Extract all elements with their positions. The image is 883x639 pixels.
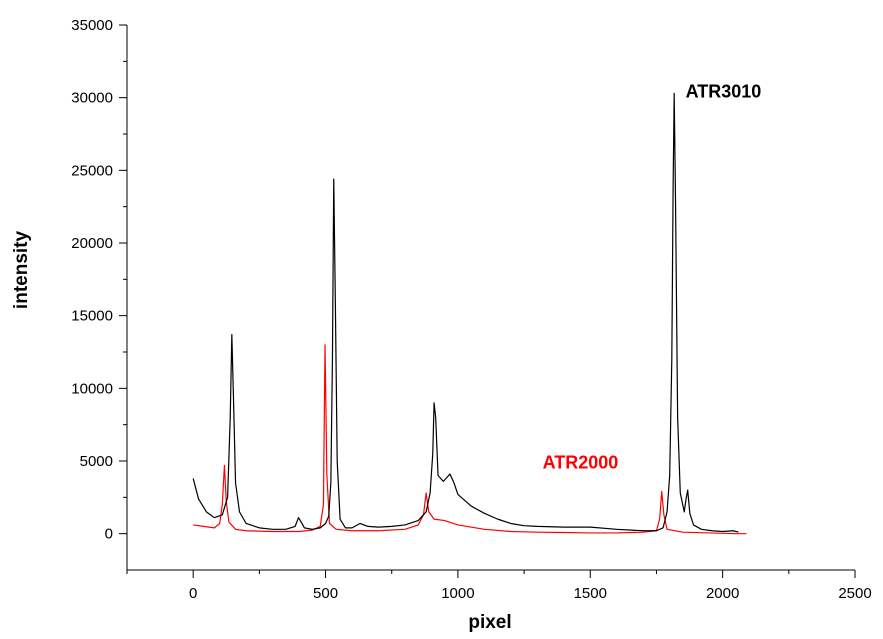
x-tick-label: 0 [189,585,197,602]
y-axis-title: intensity [11,231,32,310]
x-tick-label: 1500 [574,585,607,602]
series-line-atr3010 [192,92,739,533]
series-label-atr3010: ATR3010 [686,82,762,102]
y-tick-label: 5000 [80,453,113,470]
x-tick-label: 500 [313,585,338,602]
series-line-atr2000 [193,344,747,535]
y-tick-label: 15000 [71,308,113,325]
y-tick-label: 10000 [71,380,113,397]
axes: 0 5000 10000 15000 20000 25000 30000 35000 0 500 1… [71,17,871,602]
series-layer [192,92,747,535]
x-tick-label: 1000 [441,585,474,602]
x-tick-label: 2000 [706,585,739,602]
y-tick-label: 35000 [71,17,113,34]
series-label-atr2000: ATR2000 [543,452,619,472]
y-tick-label: 0 [105,526,113,543]
y-tick-label: 25000 [71,162,113,179]
y-tick-label: 20000 [71,235,113,252]
x-axis-title: pixel [468,612,511,633]
x-tick-label: 2500 [838,585,871,602]
labels-layer: ATR3010 ATR2000 [543,82,762,473]
y-tick-label: 30000 [71,90,113,107]
